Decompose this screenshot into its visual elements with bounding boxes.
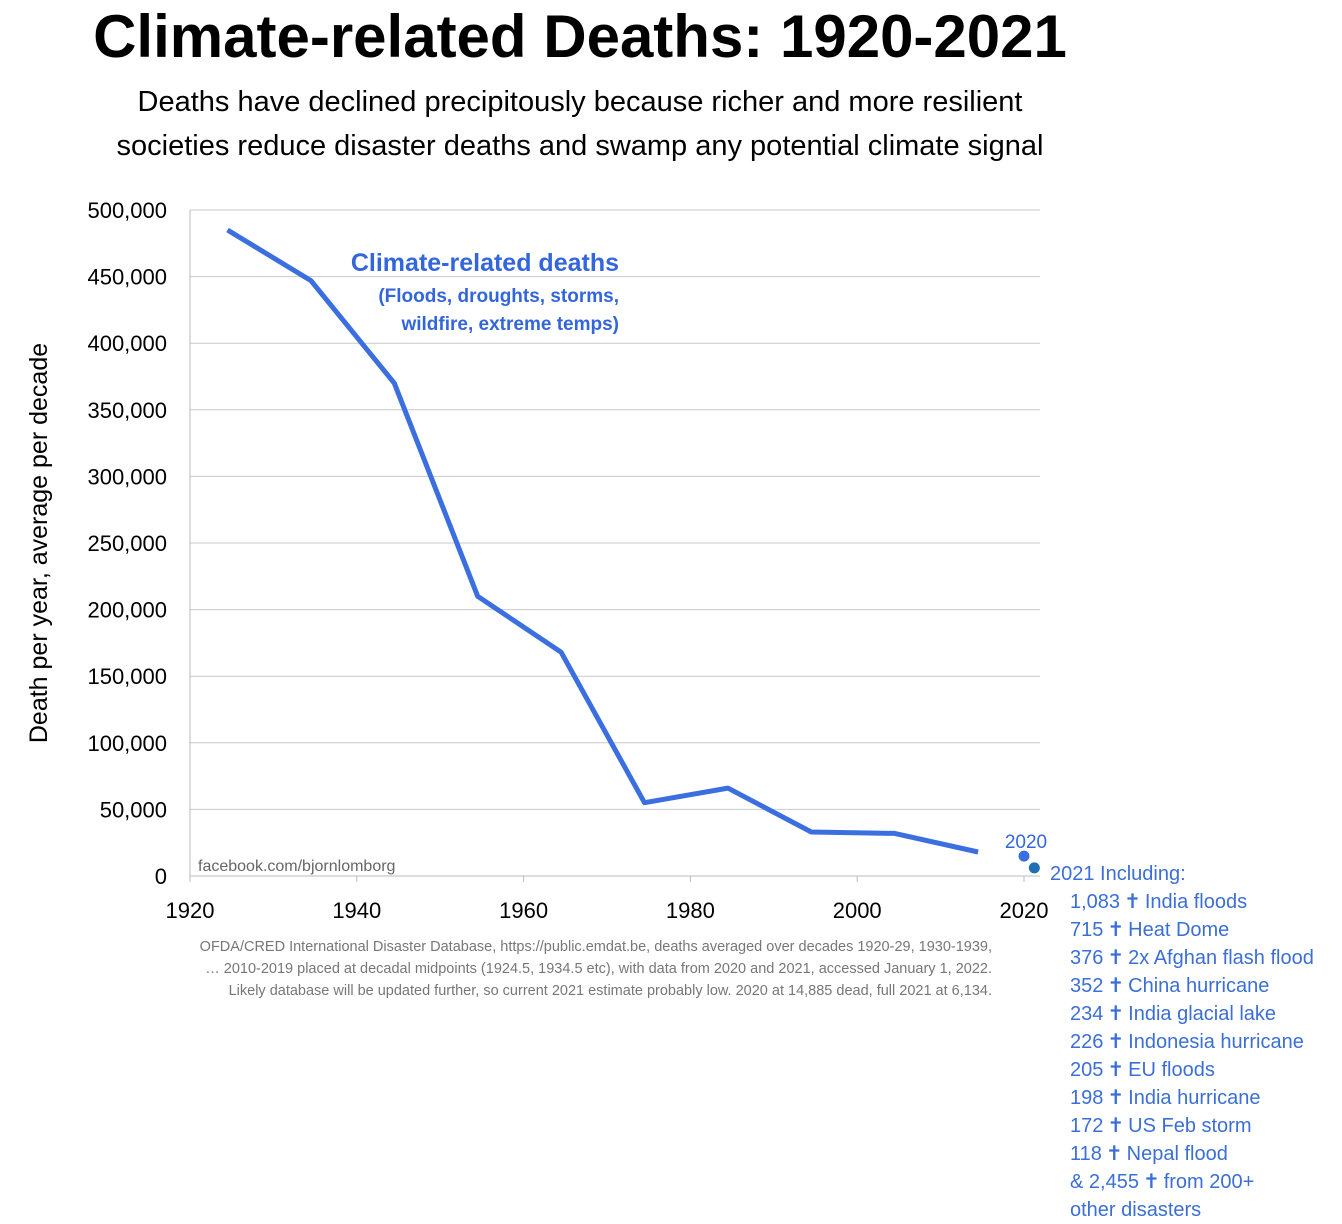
breakdown-event: China hurricane bbox=[1128, 975, 1269, 997]
y-tick-label: 350,000 bbox=[87, 398, 167, 423]
y-tick-label: 150,000 bbox=[87, 664, 167, 689]
breakdown-count: 118 bbox=[1070, 1143, 1102, 1165]
breakdown-count: 234 bbox=[1070, 1003, 1103, 1025]
breakdown-item: & 2,455✝from 200+ bbox=[1050, 1168, 1314, 1196]
breakdown-item: 376✝2x Afghan flash flood bbox=[1050, 944, 1314, 972]
y-tick-label: 100,000 bbox=[87, 731, 167, 756]
breakdown-count: 205 bbox=[1070, 1059, 1103, 1081]
cross-icon: ✝ bbox=[1124, 888, 1141, 916]
y-tick-label: 250,000 bbox=[87, 531, 167, 556]
breakdown-event: US Feb storm bbox=[1128, 1115, 1251, 1137]
breakdown-event: India glacial lake bbox=[1128, 1003, 1276, 1025]
breakdown-count: & 2,455 bbox=[1070, 1171, 1139, 1193]
cross-icon: ✝ bbox=[1107, 944, 1124, 972]
y-tick-label: 50,000 bbox=[100, 797, 167, 822]
y-axis-ticks: 0 50,000 100,000 150,000 200,000 250,000 300,0… bbox=[87, 198, 167, 889]
breakdown-item: 1,083✝India floods bbox=[1050, 888, 1314, 916]
breakdown-item: 226✝Indonesia hurricane bbox=[1050, 1028, 1314, 1056]
cross-icon: ✝ bbox=[1107, 916, 1124, 944]
cross-icon: ✝ bbox=[1106, 1140, 1123, 1168]
highlight-points bbox=[1019, 851, 1040, 874]
cross-icon: ✝ bbox=[1143, 1168, 1160, 1196]
cross-icon: ✝ bbox=[1107, 1000, 1124, 1028]
x-tick-label: 2000 bbox=[833, 898, 882, 923]
x-tick-label: 2020 bbox=[1000, 898, 1049, 923]
breakdown-event: India hurricane bbox=[1128, 1087, 1260, 1109]
y-tick-label: 0 bbox=[155, 864, 167, 889]
x-tick-label: 1980 bbox=[666, 898, 715, 923]
series-description-line-1: (Floods, droughts, storms, bbox=[378, 286, 619, 307]
x-tick-label: 1940 bbox=[332, 898, 381, 923]
breakdown-item: 715✝Heat Dome bbox=[1050, 916, 1314, 944]
watermark: facebook.com/bjornlomborg bbox=[198, 858, 395, 875]
breakdown-count: 1,083 bbox=[1070, 891, 1120, 913]
source-line-1: OFDA/CRED International Disaster Databas… bbox=[60, 936, 992, 958]
breakdown-item: 118✝Nepal flood bbox=[1050, 1140, 1314, 1168]
breakdown-event: Indonesia hurricane bbox=[1128, 1031, 1304, 1053]
y-tick-label: 300,000 bbox=[87, 464, 167, 489]
y-tick-label: 400,000 bbox=[87, 331, 167, 356]
series-description-line-2: wildfire, extreme temps) bbox=[400, 314, 619, 335]
y-tick-label: 500,000 bbox=[87, 198, 167, 223]
breakdown-event: 2x Afghan flash flood bbox=[1128, 947, 1314, 969]
series-label: Climate-related deaths bbox=[351, 249, 619, 277]
cross-icon: ✝ bbox=[1107, 1056, 1124, 1084]
point-label-2020: 2020 bbox=[1005, 832, 1047, 853]
cross-icon: ✝ bbox=[1107, 1084, 1124, 1112]
breakdown-event: EU floods bbox=[1128, 1059, 1215, 1081]
breakdown-count: 352 bbox=[1070, 975, 1103, 997]
breakdown-event: India floods bbox=[1145, 891, 1247, 913]
breakdown-count: 198 bbox=[1070, 1087, 1103, 1109]
breakdown-event: Nepal flood bbox=[1127, 1143, 1228, 1165]
breakdown-event: from 200+ bbox=[1164, 1171, 1255, 1193]
breakdown-count: 376 bbox=[1070, 947, 1103, 969]
cross-icon: ✝ bbox=[1107, 1028, 1124, 1056]
breakdown-item: 352✝China hurricane bbox=[1050, 972, 1314, 1000]
breakdown-count: 172 bbox=[1070, 1115, 1103, 1137]
source-note: OFDA/CRED International Disaster Databas… bbox=[60, 936, 992, 1002]
breakdown-count: 715 bbox=[1070, 919, 1103, 941]
y-tick-label: 450,000 bbox=[87, 265, 167, 290]
y-tick-label: 200,000 bbox=[87, 598, 167, 623]
source-line-2: … 2010-2019 placed at decadal midpoints … bbox=[60, 958, 992, 980]
breakdown-item: 234✝India glacial lake bbox=[1050, 1000, 1314, 1028]
breakdown-item: 198✝India hurricane bbox=[1050, 1084, 1314, 1112]
breakdown-event: Heat Dome bbox=[1128, 919, 1229, 941]
breakdown-count: 226 bbox=[1070, 1031, 1103, 1053]
cross-icon: ✝ bbox=[1107, 972, 1124, 1000]
y-axis-label: Death per year, average per decade bbox=[25, 343, 53, 743]
breakdown-item: 172✝US Feb storm bbox=[1050, 1112, 1314, 1140]
source-line-3: Likely database will be updated further,… bbox=[60, 980, 992, 1002]
x-tick-label: 1960 bbox=[499, 898, 548, 923]
point-2021 bbox=[1029, 862, 1040, 873]
breakdown-item: 205✝EU floods bbox=[1050, 1056, 1314, 1084]
grid-lines bbox=[190, 210, 1040, 876]
breakdown-header: 2021 Including: bbox=[1050, 860, 1314, 888]
cross-icon: ✝ bbox=[1107, 1112, 1124, 1140]
x-tick-label: 1920 bbox=[166, 898, 215, 923]
